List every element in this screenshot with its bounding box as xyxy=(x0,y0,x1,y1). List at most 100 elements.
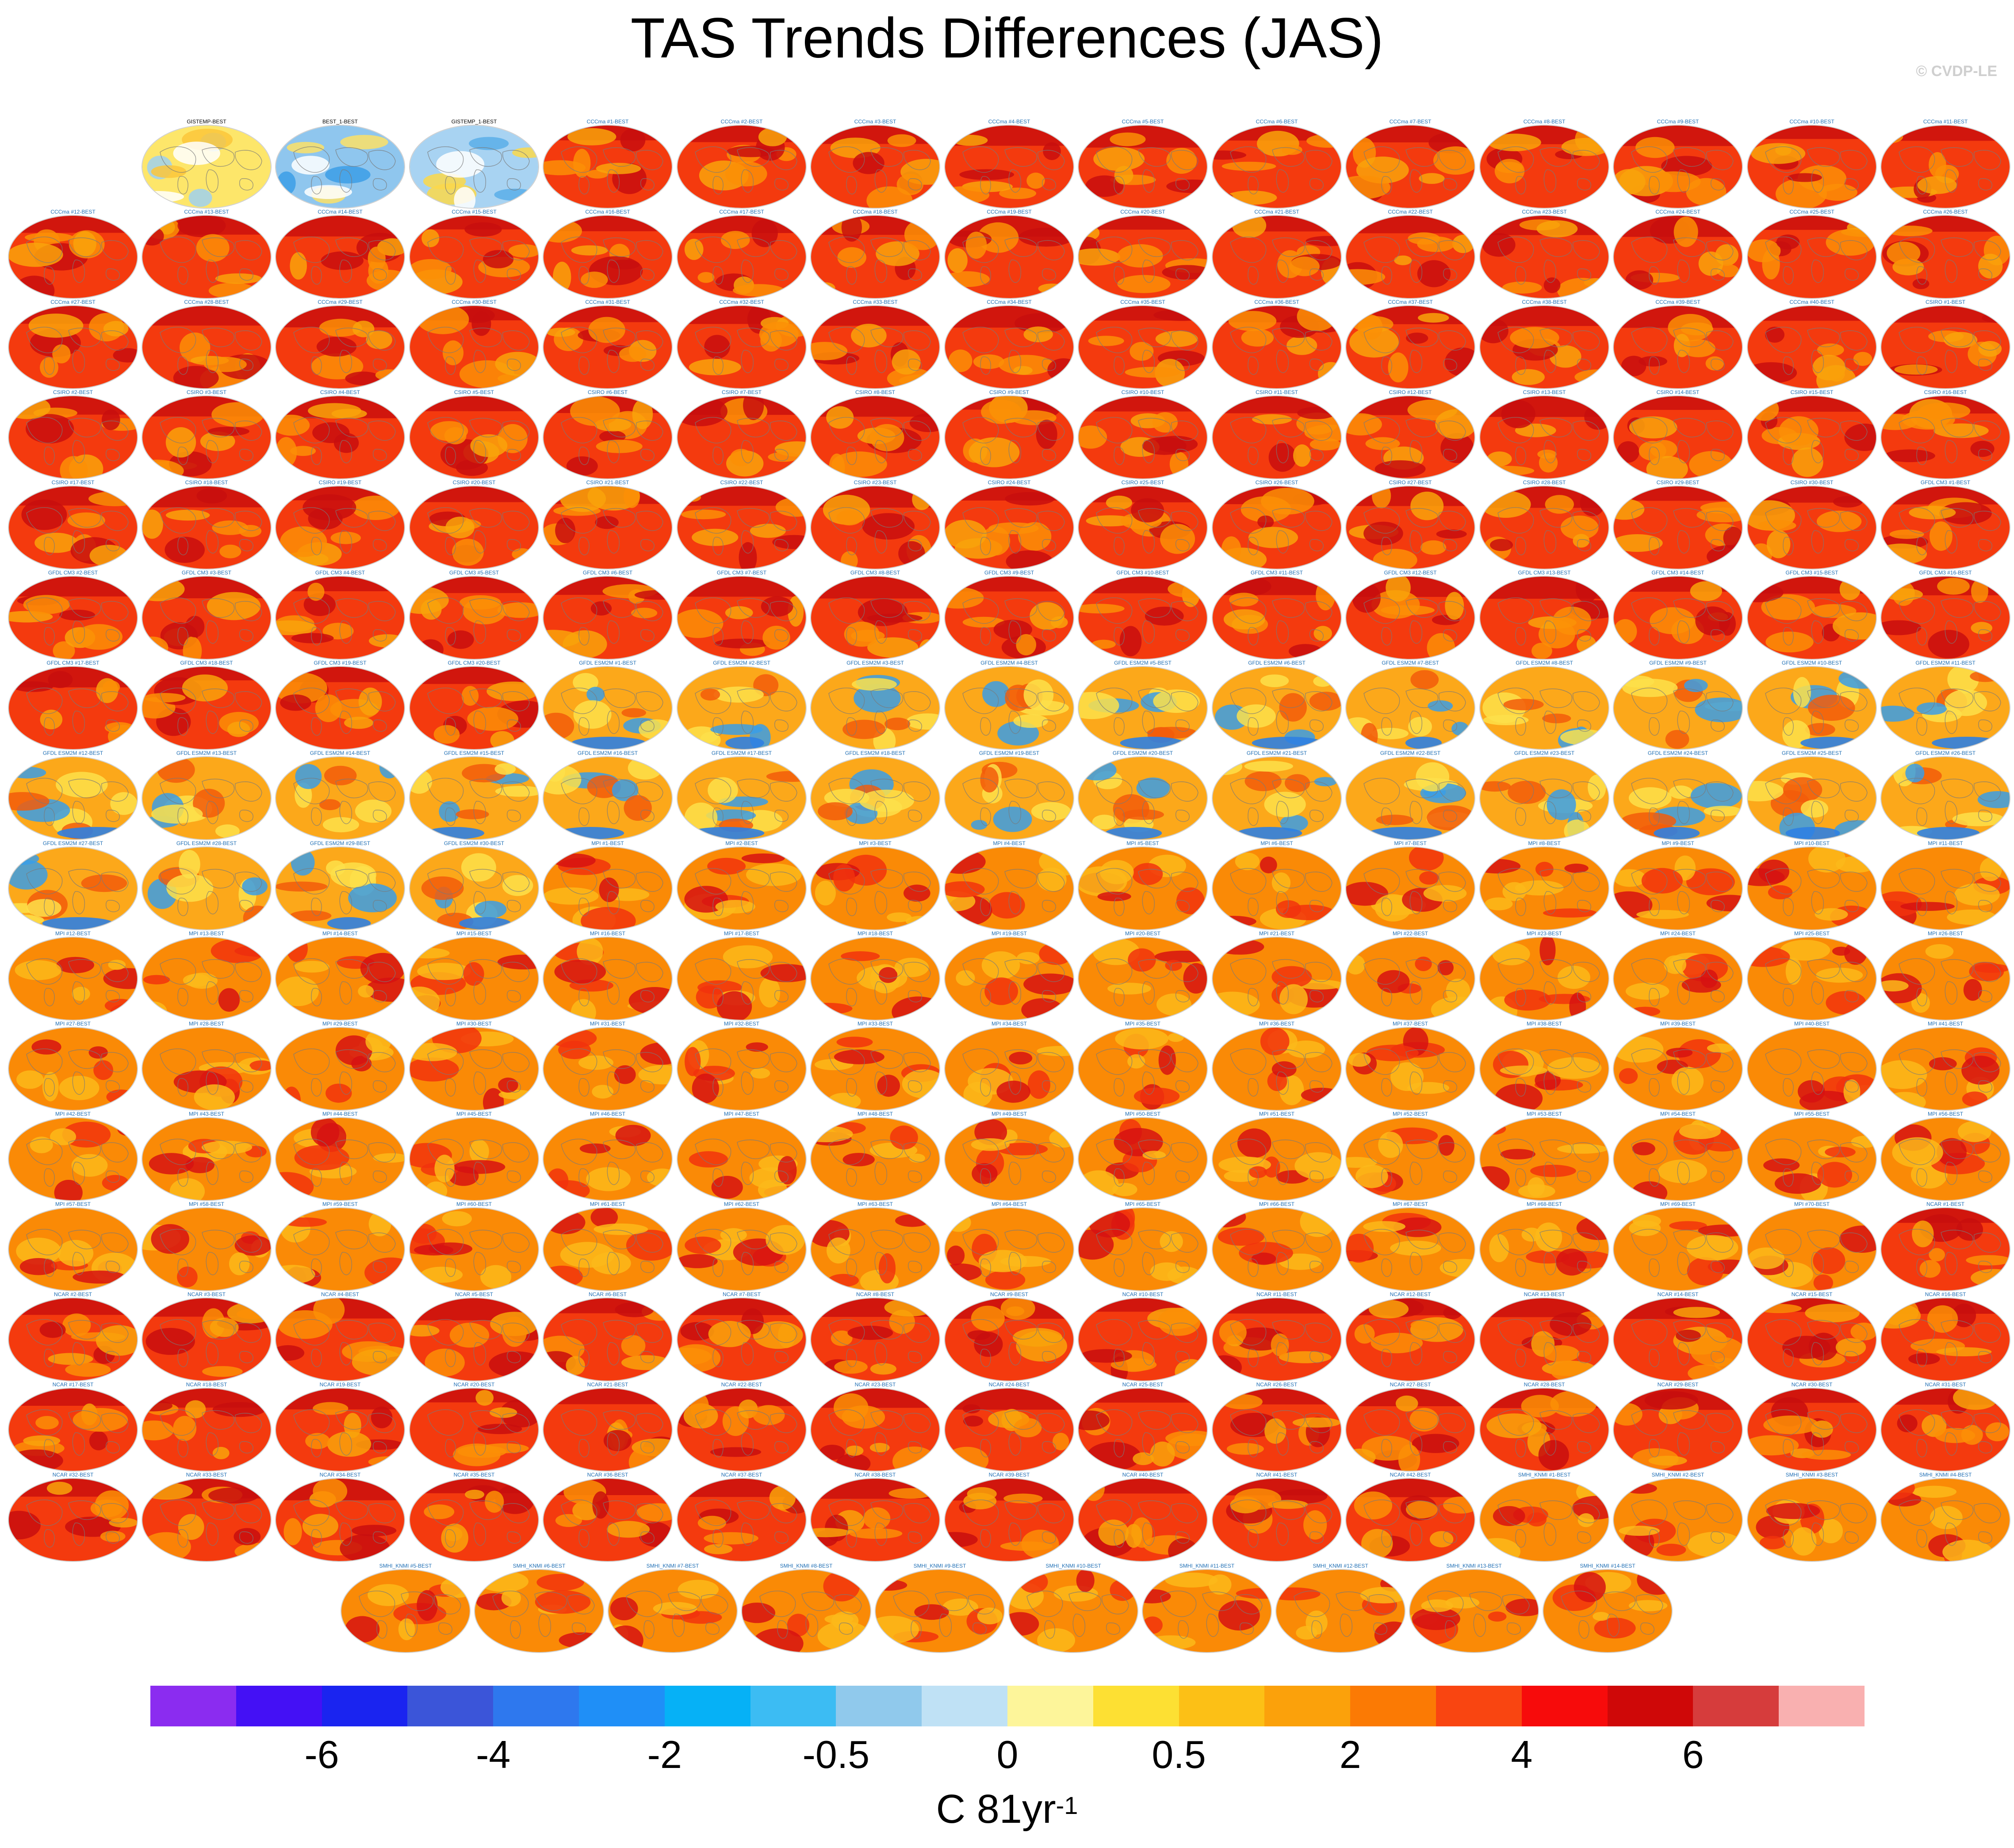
panel-label: MPI #55-BEST xyxy=(1794,1111,1830,1117)
global-map xyxy=(1079,757,1207,839)
panel-label: GFDL ESM2M #16-BEST xyxy=(577,750,638,756)
panel-label: CSIRO #3-BEST xyxy=(186,389,227,395)
global-map xyxy=(1748,1298,1876,1381)
panel-label: GFDL ESM2M #11-BEST xyxy=(1915,660,1976,666)
global-map xyxy=(1614,306,1742,388)
global-map xyxy=(1881,486,2010,569)
map-panel: CCCma #17-BEST xyxy=(678,209,806,299)
panel-label: MPI #69-BEST xyxy=(1660,1201,1696,1207)
panel-label: SMHI_KNMI #13-BEST xyxy=(1446,1563,1502,1569)
global-map xyxy=(1079,306,1207,388)
map-panel: MPI #42-BEST xyxy=(9,1111,137,1201)
panel-label: GFDL CM3 #10-BEST xyxy=(1116,570,1169,576)
colorbar-box xyxy=(1779,1686,1865,1726)
panel-label: MPI #18-BEST xyxy=(857,930,893,937)
panel-label: SMHI_KNMI #3-BEST xyxy=(1785,1472,1838,1478)
panel-label: MPI #65-BEST xyxy=(1125,1201,1161,1207)
map-panel: NCAR #31-BEST xyxy=(1881,1381,2010,1472)
global-map xyxy=(1881,1118,2010,1200)
global-map xyxy=(1346,126,1474,208)
panel-label: MPI #58-BEST xyxy=(188,1201,225,1207)
map-panel: MPI #69-BEST xyxy=(1614,1201,1742,1292)
global-map xyxy=(142,667,271,749)
colorbar-tick-label: 6 xyxy=(1682,1733,1704,1776)
global-map xyxy=(410,757,538,839)
panel-label: MPI #33-BEST xyxy=(857,1021,893,1027)
global-map xyxy=(1480,1389,1608,1471)
panel-label: MPI #52-BEST xyxy=(1392,1111,1428,1117)
global-map xyxy=(1213,486,1341,569)
panel-label: CSIRO #27-BEST xyxy=(1389,479,1432,486)
global-map xyxy=(544,126,672,208)
panel-label: GFDL ESM2M #18-BEST xyxy=(845,750,906,756)
panel-label: CSIRO #10-BEST xyxy=(1121,389,1164,395)
map-panel: GFDL ESM2M #12-BEST xyxy=(9,750,137,841)
map-panel: MPI #9-BEST xyxy=(1614,840,1742,931)
map-panel: MPI #64-BEST xyxy=(945,1201,1073,1292)
global-map xyxy=(1346,847,1474,930)
colorbar-tick-label: 4 xyxy=(1511,1733,1533,1776)
map-panel: NCAR #25-BEST xyxy=(1079,1381,1207,1472)
global-map xyxy=(1614,1118,1742,1200)
global-map xyxy=(1079,577,1207,659)
global-map xyxy=(410,1118,538,1200)
panel-label: MPI #19-BEST xyxy=(991,930,1027,937)
map-panel: GFDL ESM2M #9-BEST xyxy=(1614,660,1742,750)
panel-label: GFDL ESM2M #1-BEST xyxy=(579,660,636,666)
panel-label: MPI #66-BEST xyxy=(1259,1201,1295,1207)
global-map xyxy=(1881,937,2010,1020)
panel-label: MPI #49-BEST xyxy=(991,1111,1027,1117)
map-panel: MPI #54-BEST xyxy=(1614,1111,1742,1201)
panel-label: NCAR #36-BEST xyxy=(587,1472,628,1478)
map-panel: NCAR #11-BEST xyxy=(1213,1291,1341,1382)
panel-label: MPI #45-BEST xyxy=(456,1111,492,1117)
panel-label: GFDL CM3 #5-BEST xyxy=(449,570,499,576)
map-panel: NCAR #15-BEST xyxy=(1748,1291,1876,1382)
global-map xyxy=(276,1208,404,1290)
panel-label: MPI #1-BEST xyxy=(591,840,624,846)
colorbar-box xyxy=(922,1686,1007,1726)
global-map xyxy=(1614,396,1742,478)
global-map xyxy=(1881,216,2010,298)
global-map xyxy=(1213,396,1341,478)
panel-label: MPI #10-BEST xyxy=(1794,840,1830,846)
global-map xyxy=(1748,306,1876,388)
global-map xyxy=(142,1479,271,1561)
global-map xyxy=(142,757,271,839)
global-map xyxy=(1213,1208,1341,1290)
map-panel: CSIRO #11-BEST xyxy=(1213,389,1341,480)
map-panel: NCAR #29-BEST xyxy=(1614,1381,1742,1472)
global-map xyxy=(1748,667,1876,749)
global-map xyxy=(678,667,806,749)
global-map xyxy=(410,1208,538,1290)
global-map xyxy=(1213,1479,1341,1561)
map-panel: NCAR #9-BEST xyxy=(945,1291,1073,1382)
global-map xyxy=(678,306,806,388)
panel-label: NCAR #14-BEST xyxy=(1657,1291,1699,1297)
panel-label: MPI #15-BEST xyxy=(456,930,492,937)
panel-label: MPI #3-BEST xyxy=(859,840,892,846)
panel-label: MPI #57-BEST xyxy=(55,1201,91,1207)
map-panel: MPI #49-BEST xyxy=(945,1111,1073,1201)
global-map xyxy=(1748,757,1876,839)
map-panel: MPI #25-BEST xyxy=(1748,930,1876,1021)
panel-label: CCCma #15-BEST xyxy=(452,209,497,215)
panel-label: SMHI_KNMI #1-BEST xyxy=(1518,1472,1571,1478)
map-panel: MPI #21-BEST xyxy=(1213,930,1341,1021)
panel-label: MPI #16-BEST xyxy=(590,930,626,937)
panel-label: CSIRO #23-BEST xyxy=(854,479,897,486)
panel-label: CCCma #5-BEST xyxy=(1122,119,1164,125)
panel-label: MPI #4-BEST xyxy=(993,840,1026,846)
panel-label: CCCma #38-BEST xyxy=(1522,299,1567,305)
global-map xyxy=(811,486,939,569)
global-map xyxy=(678,757,806,839)
panel-label: MPI #64-BEST xyxy=(991,1201,1027,1207)
map-panel: CSIRO #30-BEST xyxy=(1748,479,1876,570)
panel-label: NCAR #22-BEST xyxy=(721,1381,762,1388)
map-panel: CCCma #2-BEST xyxy=(678,119,806,209)
map-panel: SMHI_KNMI #9-BEST xyxy=(876,1563,1004,1653)
colorbar-box xyxy=(150,1686,236,1726)
panel-label: NCAR #9-BEST xyxy=(990,1291,1029,1297)
map-panel: CCCma #22-BEST xyxy=(1346,209,1474,299)
panel-label: CCCma #12-BEST xyxy=(50,209,96,215)
